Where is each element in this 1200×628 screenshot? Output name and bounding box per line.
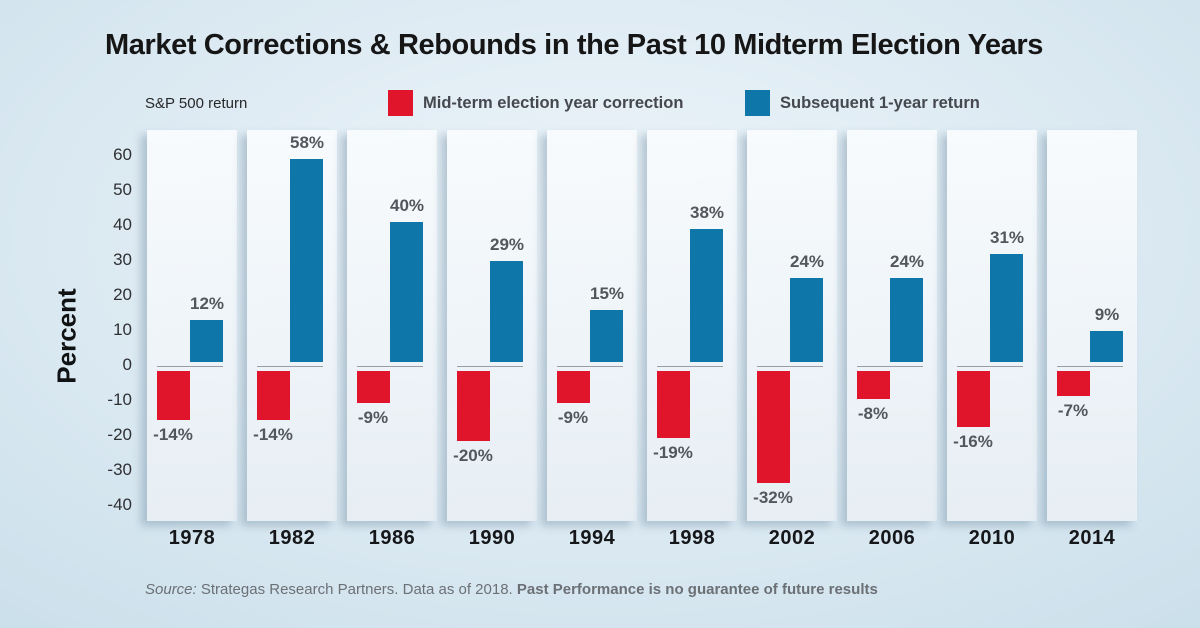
correction-value-label: -16%	[953, 432, 993, 451]
zero-baseline	[157, 366, 223, 367]
correction-bar	[357, 371, 390, 403]
correction-value-label: -32%	[753, 488, 793, 507]
correction-value-label: -20%	[453, 446, 493, 465]
year-label: 1986	[368, 527, 416, 549]
y-tick-label: -20	[107, 425, 132, 444]
zero-baseline	[857, 366, 923, 367]
y-tick-label: 50	[113, 180, 132, 199]
correction-value-label: -9%	[557, 407, 589, 427]
y-tick-label: -30	[107, 460, 132, 479]
y-tick-label: -10	[107, 390, 132, 409]
year-panel: -14% 58%	[247, 130, 337, 521]
rebound-bar	[690, 229, 723, 362]
year-panel: -16% 31%	[947, 130, 1037, 521]
year-panel: -7% 9%	[1047, 130, 1137, 521]
rebound-swatch-icon	[745, 90, 770, 116]
source-prefix: Source:	[145, 581, 197, 598]
correction-value-label: -7%	[1057, 400, 1089, 420]
year-panel: -9% 40%	[347, 130, 437, 521]
zero-baseline	[657, 366, 723, 367]
legend-label-rebound: Subsequent 1-year return	[780, 93, 980, 112]
year-label: 1994	[568, 527, 616, 549]
rebound-value-label: 24%	[889, 252, 925, 271]
correction-bar	[257, 371, 290, 420]
rebound-value-label: 12%	[189, 294, 225, 313]
rebound-value-label: 58%	[289, 133, 325, 152]
rebound-bar	[490, 260, 523, 362]
rebound-value-label: 31%	[989, 227, 1025, 247]
chart-panels: -14% 12% -14% 58% -9% 40% -20% 29% -9% 15% -19% 38%…	[147, 130, 1137, 521]
rebound-bar	[890, 278, 923, 362]
year-panel: -14% 12%	[147, 130, 237, 521]
rebound-value-label: 38%	[689, 203, 725, 222]
zero-baseline	[457, 366, 523, 367]
rebound-value-label: 9%	[1094, 304, 1120, 324]
rebound-bar	[590, 309, 623, 362]
legend-label-correction: Mid-term election year correction	[423, 93, 684, 112]
rebound-bar	[390, 222, 423, 362]
rebound-value-label: 29%	[489, 234, 525, 254]
year-panel: -32% 24%	[747, 130, 837, 521]
year-label: 2014	[1068, 527, 1116, 549]
zero-baseline	[357, 366, 423, 367]
correction-bar	[557, 371, 590, 403]
year-label: 2006	[868, 527, 916, 549]
zero-baseline	[257, 366, 323, 367]
correction-bar	[657, 371, 690, 438]
y-tick-label: 20	[113, 285, 132, 304]
x-axis-years: 1978 1982 1986 1990 1994 1998 2002 2006 2010 2014	[147, 527, 1137, 550]
year-label: 2002	[768, 527, 816, 549]
rebound-bar	[1090, 330, 1123, 362]
correction-bar	[1057, 371, 1090, 396]
year-panel: -19% 38%	[647, 130, 737, 521]
rebound-value-label: 24%	[789, 252, 825, 271]
rebound-bar	[290, 159, 323, 362]
year-panel: -9% 15%	[547, 130, 637, 521]
year-label: 1990	[468, 527, 516, 549]
legend-item-correction: Mid-term election year correction	[388, 90, 683, 116]
correction-swatch-icon	[388, 90, 413, 116]
rebound-bar	[990, 253, 1023, 362]
correction-bar	[857, 371, 890, 399]
year-label: 1998	[668, 527, 716, 549]
correction-value-label: -8%	[857, 404, 889, 423]
correction-value-label: -14%	[153, 425, 193, 444]
zero-baseline	[957, 366, 1023, 367]
source-emphasis: Past Performance is no guarantee of futu…	[516, 581, 878, 598]
year-label: 2010	[968, 527, 1016, 549]
correction-value-label: -19%	[653, 442, 693, 462]
axis-unit-label: S&P 500 return	[145, 95, 248, 112]
source-note: Source: Strategas Research Partners. Dat…	[145, 581, 878, 598]
year-label: 1982	[268, 527, 316, 549]
year-panel: -20% 29%	[447, 130, 537, 521]
legend-item-rebound: Subsequent 1-year return	[745, 90, 980, 116]
y-tick-label: 40	[113, 215, 132, 234]
rebound-bar	[190, 320, 223, 362]
correction-bar	[957, 371, 990, 427]
source-main: Strategas Research Partners. Data as of …	[200, 581, 513, 598]
y-tick-label: 0	[122, 355, 132, 374]
year-panel: -8% 24%	[847, 130, 937, 521]
y-tick-label: 10	[113, 320, 132, 339]
rebound-value-label: 40%	[389, 196, 425, 215]
correction-bar	[457, 371, 490, 441]
rebound-bar	[790, 278, 823, 362]
year-label: 1978	[168, 527, 216, 549]
zero-baseline	[557, 366, 623, 367]
y-tick-label: 60	[113, 145, 132, 164]
correction-value-label: -9%	[357, 407, 389, 427]
correction-bar	[757, 371, 790, 483]
chart-title: Market Corrections & Rebounds in the Pas…	[105, 29, 1043, 61]
y-tick-label: -40	[107, 495, 132, 514]
rebound-value-label: 15%	[589, 283, 625, 303]
y-axis: 60 50 40 30 20 10 0 -10 -20 -30 -40	[0, 0, 132, 628]
zero-baseline	[1057, 366, 1123, 367]
zero-baseline	[757, 366, 823, 367]
correction-value-label: -14%	[253, 425, 293, 444]
correction-bar	[157, 371, 190, 420]
y-tick-label: 30	[113, 250, 132, 269]
